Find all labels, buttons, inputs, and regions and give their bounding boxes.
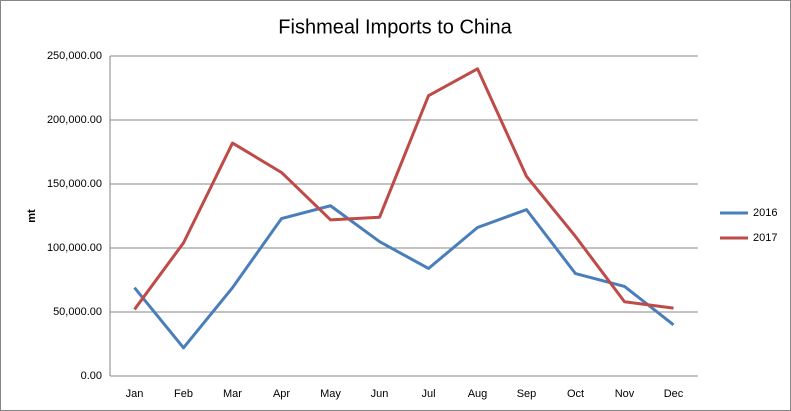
x-tick-label: Aug [468, 388, 488, 400]
x-tick-label: Oct [567, 388, 584, 400]
x-tick-label: Jan [126, 388, 144, 400]
x-tick-label: Apr [273, 388, 290, 400]
x-tick-label: Jun [371, 388, 389, 400]
chart-title: Fishmeal Imports to China [278, 16, 512, 38]
x-tick-label: Mar [223, 388, 242, 400]
series-line [133, 204, 675, 350]
x-tick-label: Feb [174, 388, 193, 400]
legend-label: 2017 [753, 232, 777, 244]
y-tick-label: 150,000.00 [47, 178, 102, 190]
x-tick-label: Dec [664, 388, 684, 400]
y-axis-label: mt [26, 209, 38, 223]
y-tick-label: 50,000.00 [53, 306, 102, 318]
x-tick-label: Sep [517, 388, 537, 400]
y-tick-label: 200,000.00 [47, 114, 102, 126]
y-tick-label: 0.00 [81, 370, 102, 382]
x-tick-label: May [320, 388, 341, 400]
legend-label: 2016 [753, 207, 777, 219]
x-tick-label: Nov [615, 388, 635, 400]
y-tick-label: 100,000.00 [47, 242, 102, 254]
y-tick-label: 250,000.00 [47, 50, 102, 62]
x-tick-label: Jul [421, 388, 435, 400]
series-line [133, 67, 674, 311]
